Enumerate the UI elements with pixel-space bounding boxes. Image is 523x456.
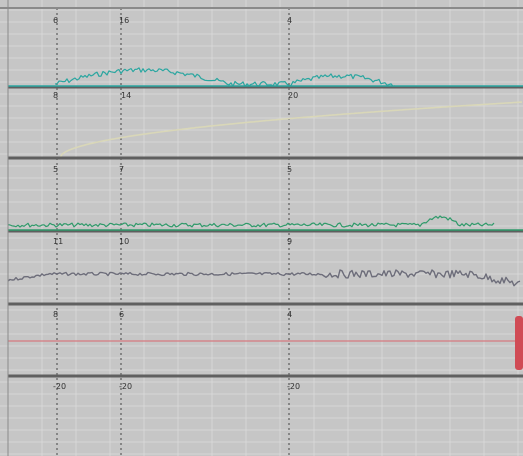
marker-label: 20 — [288, 91, 299, 100]
trace-yellow — [59, 101, 523, 159]
marker-label: -20 — [119, 382, 133, 391]
marker-label: 6 — [119, 310, 125, 319]
trace-gray — [7, 269, 521, 287]
marker-label: 5 — [53, 165, 59, 174]
marker-label: 8 — [53, 91, 59, 100]
trace-green — [7, 215, 495, 228]
marker-label: -20 — [53, 382, 67, 391]
marker-label: 4 — [287, 16, 293, 25]
marker-label: -20 — [287, 382, 301, 391]
marker-label: 4 — [287, 310, 293, 319]
marker-label: 6 — [53, 16, 59, 25]
trace-teal — [54, 67, 396, 88]
marker-label: 11 — [53, 237, 64, 246]
marker-label: 5 — [287, 165, 293, 174]
marker-label: 14 — [121, 91, 132, 100]
marker-label: 10 — [119, 237, 130, 246]
marker-label: 8 — [53, 310, 59, 319]
marker-label: 16 — [119, 16, 130, 25]
alarm-marker — [515, 316, 523, 370]
marker-label: 9 — [287, 237, 293, 246]
marker-label: 7 — [119, 165, 125, 174]
